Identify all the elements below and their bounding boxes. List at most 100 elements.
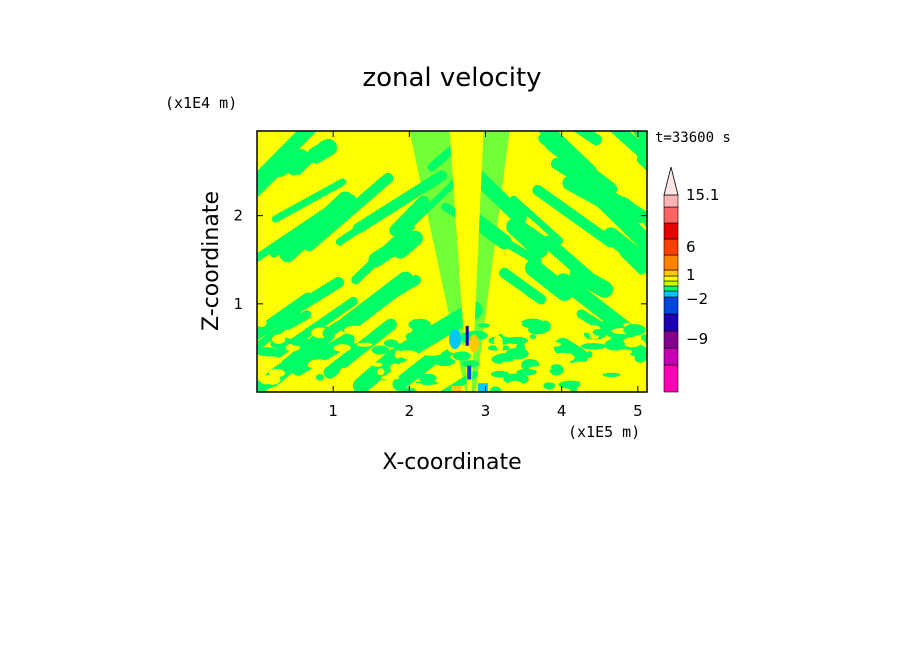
field-speckle [263, 330, 273, 337]
colorbar: 15.1 6 1 −2 −9 [663, 166, 719, 393]
field-speckle [338, 367, 348, 378]
field-speckle [257, 317, 267, 328]
field-speckle [543, 382, 556, 390]
field-speckle [283, 385, 300, 391]
y-axis-label: Z-coordinate [199, 191, 224, 331]
field-speckle [257, 351, 283, 356]
field-speckle [537, 341, 562, 348]
colorbar-block [663, 290, 679, 298]
field-speckle [264, 384, 273, 389]
y-unit-label: (x1E4 m) [165, 94, 237, 112]
field-speckle [592, 328, 607, 336]
field-streak [392, 352, 439, 392]
x-tick-label: 5 [633, 402, 643, 420]
colorbar-block [663, 296, 679, 315]
field-speckle [344, 325, 368, 336]
field-speckle [599, 320, 615, 332]
field-speckle [634, 354, 647, 363]
colorbar-block [663, 238, 679, 256]
field-speckle [271, 334, 286, 345]
field-streak [569, 131, 602, 146]
field-speckle [505, 347, 529, 360]
field-speckle [259, 374, 281, 385]
plot-area [256, 130, 648, 393]
field-speckle [549, 364, 564, 376]
colorbar-label: 6 [686, 238, 696, 256]
time-label: t=33600 s [655, 130, 731, 146]
x-tick-label: 4 [557, 402, 567, 420]
x-unit-label: (x1E5 m) [568, 423, 640, 441]
field-speckle [411, 382, 424, 390]
field-streak [506, 218, 548, 259]
field-speckle [372, 362, 383, 367]
field-speckle [427, 357, 435, 366]
field-anomaly-blue [467, 365, 472, 380]
field-streak [257, 311, 302, 368]
field-speckle [490, 370, 510, 378]
field-anomaly-orange [469, 334, 480, 353]
field-speckle [322, 327, 336, 340]
field-speckle [306, 361, 322, 369]
colorbar-block [663, 194, 679, 208]
field-speckle [262, 356, 282, 366]
field-speckle [401, 387, 416, 392]
field-speckle [578, 370, 591, 376]
field-speckle [576, 383, 600, 392]
field-speckle [405, 331, 425, 342]
field-speckle [516, 368, 537, 376]
field-streak [293, 140, 329, 176]
field-streak [506, 131, 597, 179]
colorbar-label: 15.1 [686, 186, 719, 204]
field-anomaly-orange [451, 385, 462, 392]
field-streak [643, 218, 647, 271]
colorbar-block [663, 222, 679, 240]
x-axis: 1 2 3 4 5 [328, 131, 643, 420]
field-speckle [623, 336, 642, 348]
field-speckle [418, 373, 437, 383]
field-speckle [528, 366, 552, 371]
field-streak [279, 191, 354, 263]
field-speckle [452, 351, 471, 361]
field-speckle [397, 350, 419, 359]
field-streak [257, 208, 329, 267]
x-tick-label: 3 [481, 402, 491, 420]
field-streak [499, 267, 547, 305]
field-speckle [529, 334, 537, 340]
velocity-field [257, 131, 647, 392]
colorbar-block [663, 330, 679, 349]
field-speckle [551, 352, 575, 363]
field-speckle [461, 360, 480, 368]
colorbar-block [663, 254, 679, 271]
y-axis: 12 [233, 207, 647, 313]
field-speckle [570, 361, 595, 369]
field-speckle [289, 336, 309, 347]
field-speckle [394, 350, 401, 359]
field-speckle [580, 343, 607, 350]
field-speckle [408, 318, 431, 331]
field-speckle [356, 342, 372, 347]
field-speckle [602, 372, 621, 378]
field-speckle [506, 380, 524, 392]
field-speckle [268, 369, 286, 378]
field-central-core [449, 131, 484, 392]
field-streak [271, 178, 347, 223]
field-speckle [586, 350, 593, 358]
field-speckle [299, 356, 316, 361]
field-speckle [265, 386, 289, 392]
colorbar-block [663, 269, 679, 277]
field-streak [555, 273, 637, 339]
field-speckle [627, 376, 644, 386]
field-speckle [422, 350, 442, 356]
field-speckle [563, 331, 571, 337]
colorbar-label: −2 [686, 290, 708, 308]
field-streak [541, 235, 601, 289]
field-speckle [333, 344, 351, 352]
field-streak [389, 195, 429, 237]
colorbar-block [663, 206, 679, 224]
field-speckle [613, 349, 633, 355]
colorbar-block [663, 313, 679, 332]
field-streak [551, 157, 647, 224]
field-speckle [581, 376, 602, 382]
field-speckle [477, 323, 490, 328]
field-speckle [371, 345, 390, 355]
